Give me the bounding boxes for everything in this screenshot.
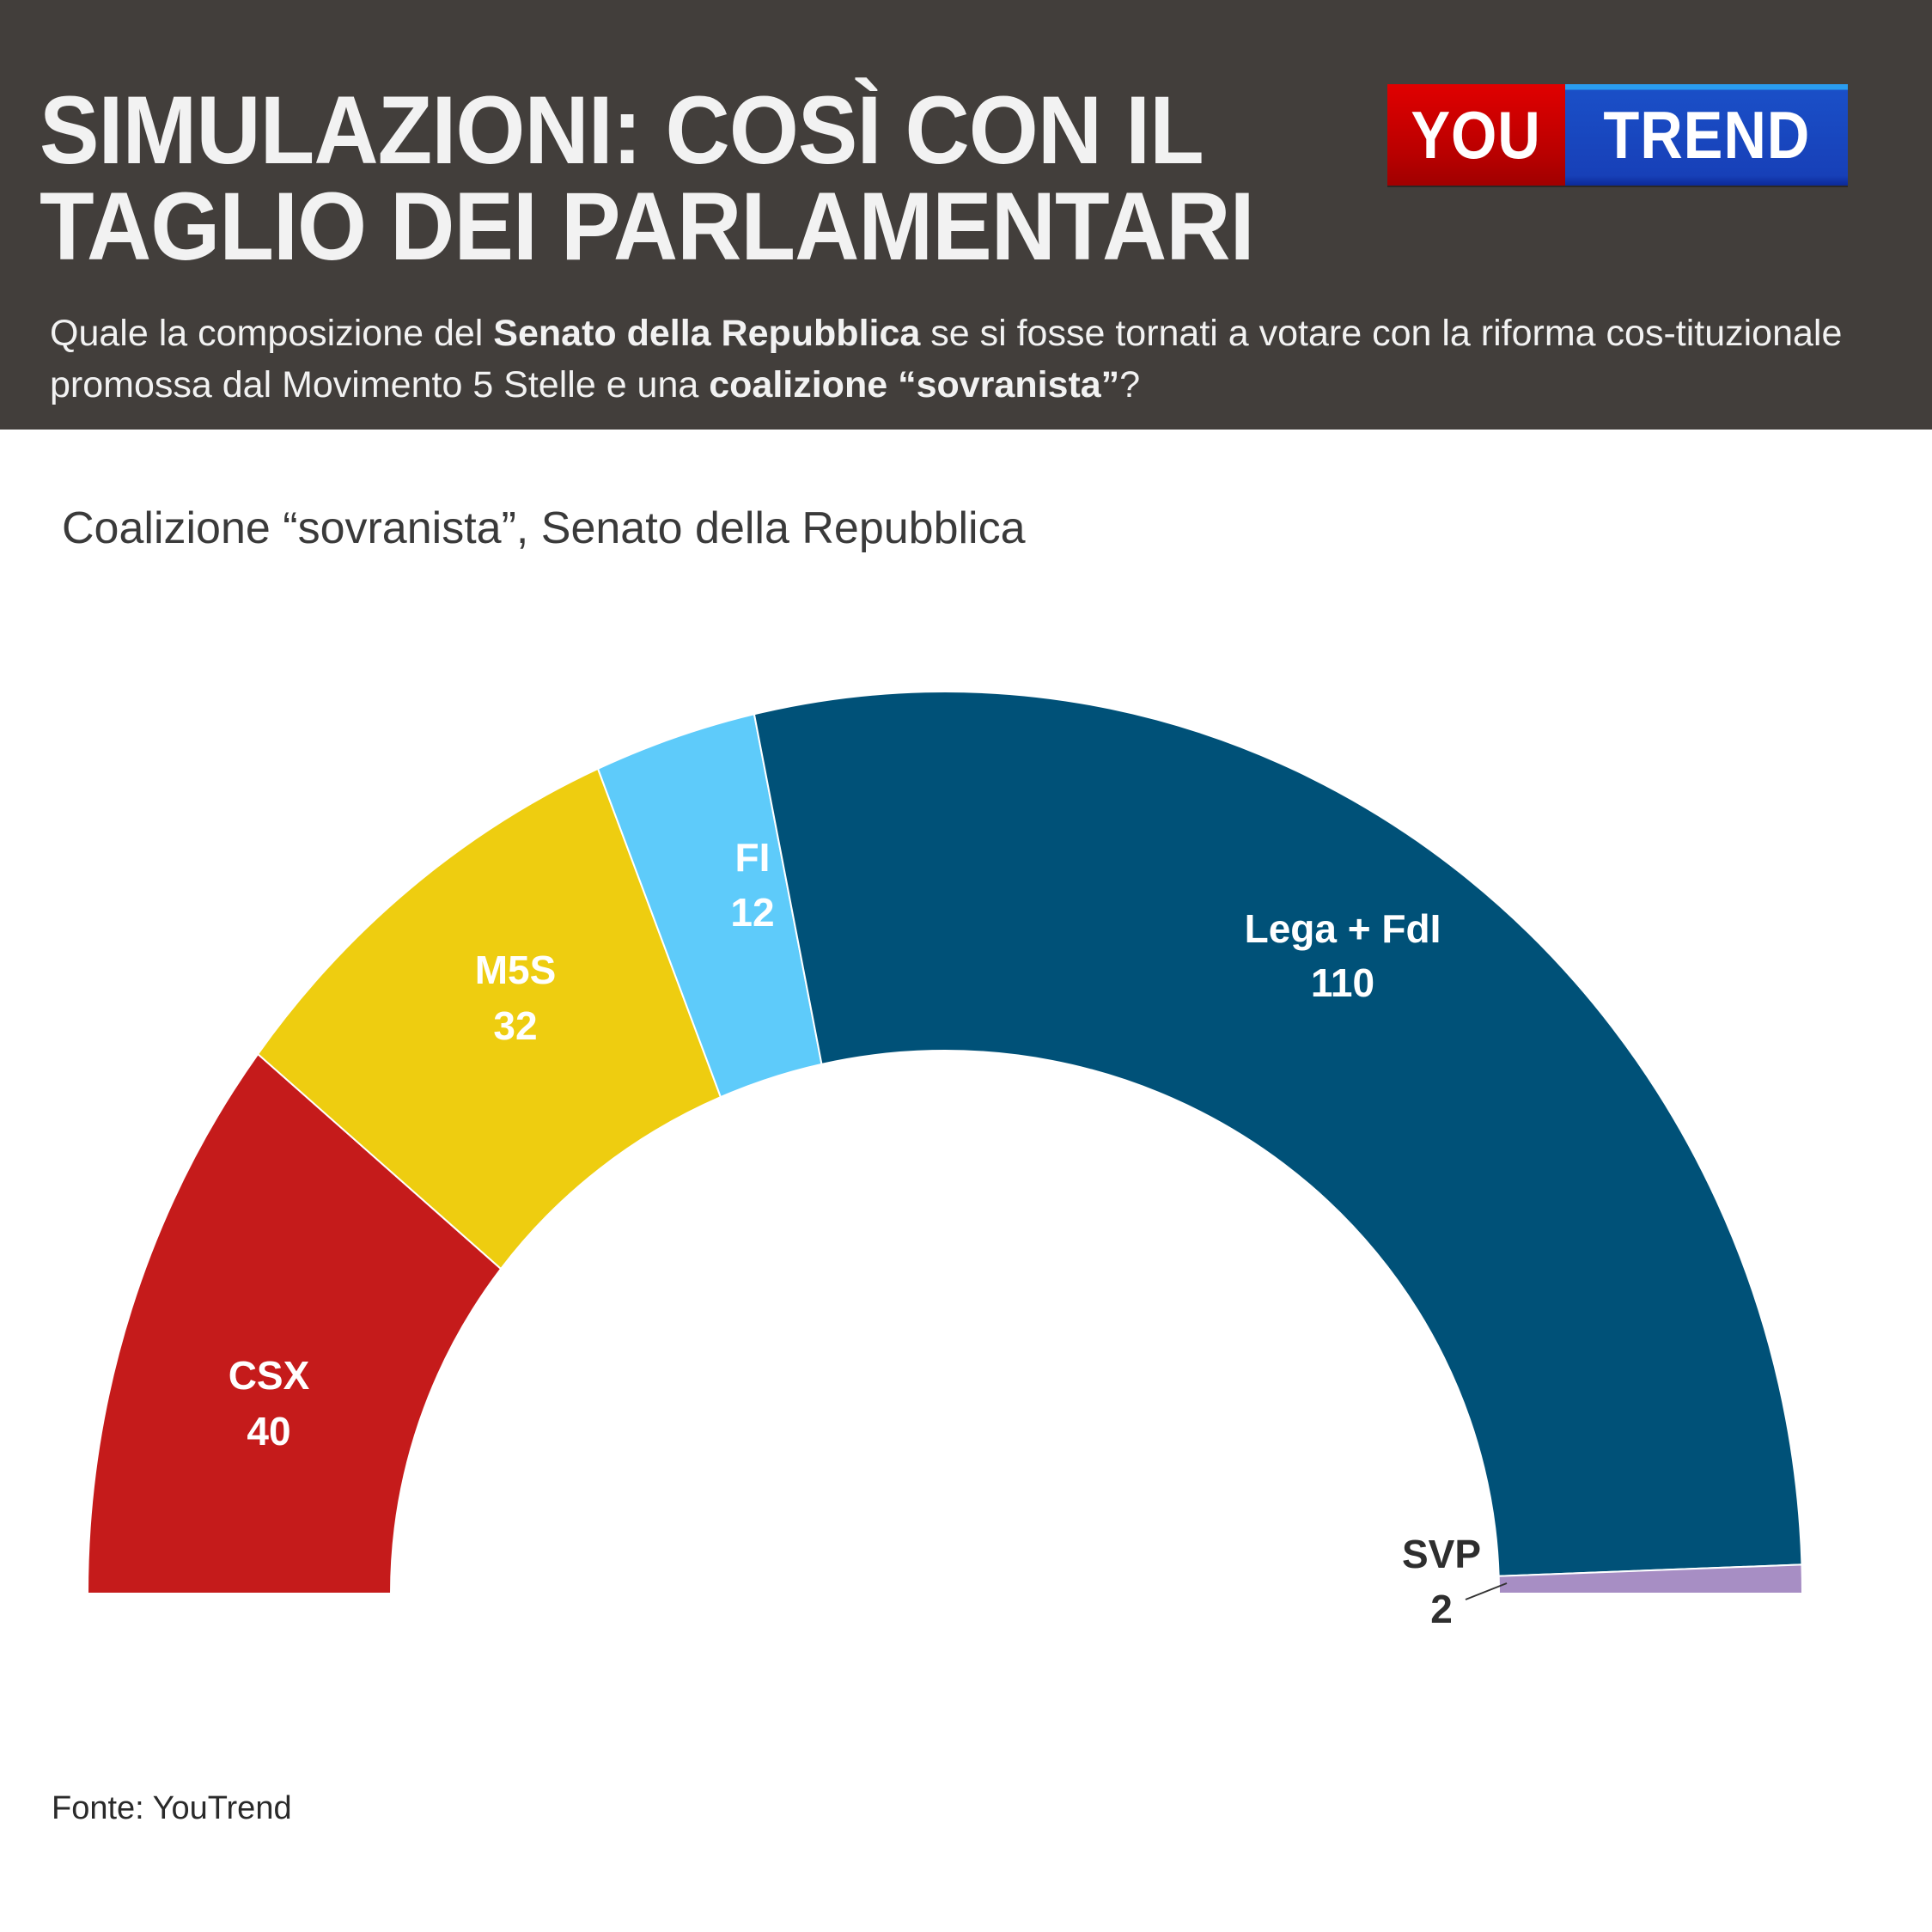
segment-label-name: Lega + FdI xyxy=(1245,906,1441,951)
segment-label-name: CSX xyxy=(229,1353,310,1398)
source-note: Fonte: YouTrend xyxy=(52,1790,292,1826)
logo-trend-text: TREND xyxy=(1603,96,1810,173)
subtitle-segment: ? xyxy=(1119,364,1141,405)
segment-svp xyxy=(1497,1563,1804,1594)
segment-label-name: SVP xyxy=(1402,1532,1481,1576)
segment-label-value: 40 xyxy=(247,1409,290,1454)
segment-label-value: 2 xyxy=(1430,1587,1453,1631)
title-line-1: SIMULAZIONI: COSÌ CON IL xyxy=(40,76,1204,184)
logo-you-text: YOU xyxy=(1411,96,1542,173)
page-title: SIMULAZIONI: COSÌ CON IL TAGLIO DEI PARL… xyxy=(40,76,1255,280)
youtrend-logo: YOU TREND xyxy=(1387,84,1848,186)
subtitle-segment: se si fosse tornati a votare con la rifo… xyxy=(50,313,1843,405)
segment-csx xyxy=(86,1052,503,1594)
chart-title: Coalizione “sovranista”, Senato della Re… xyxy=(62,503,1026,553)
title-line-2: TAGLIO DEI PARLAMENTARI xyxy=(40,173,1255,280)
segment-label-value: 32 xyxy=(493,1003,537,1048)
header-band: SIMULAZIONI: COSÌ CON IL TAGLIO DEI PARL… xyxy=(0,0,1932,430)
segment-label-value: 110 xyxy=(1311,960,1374,1005)
subtitle: Quale la composizione del Senato della R… xyxy=(50,308,1888,411)
subtitle-segment: Quale la composizione del xyxy=(50,313,494,354)
logo-you-block: YOU xyxy=(1387,84,1565,186)
subtitle-segment: coalizione “sovranista” xyxy=(709,364,1120,405)
logo-trend-block: TREND xyxy=(1565,84,1848,186)
segment-label-name: M5S xyxy=(475,948,557,992)
subtitle-segment: Senato della Repubblica xyxy=(493,313,921,354)
segment-label-name: FI xyxy=(735,835,771,880)
segment-lega-fdi xyxy=(753,691,1803,1577)
segment-label-value: 12 xyxy=(730,890,774,935)
svp-leader-line xyxy=(1465,1582,1508,1600)
